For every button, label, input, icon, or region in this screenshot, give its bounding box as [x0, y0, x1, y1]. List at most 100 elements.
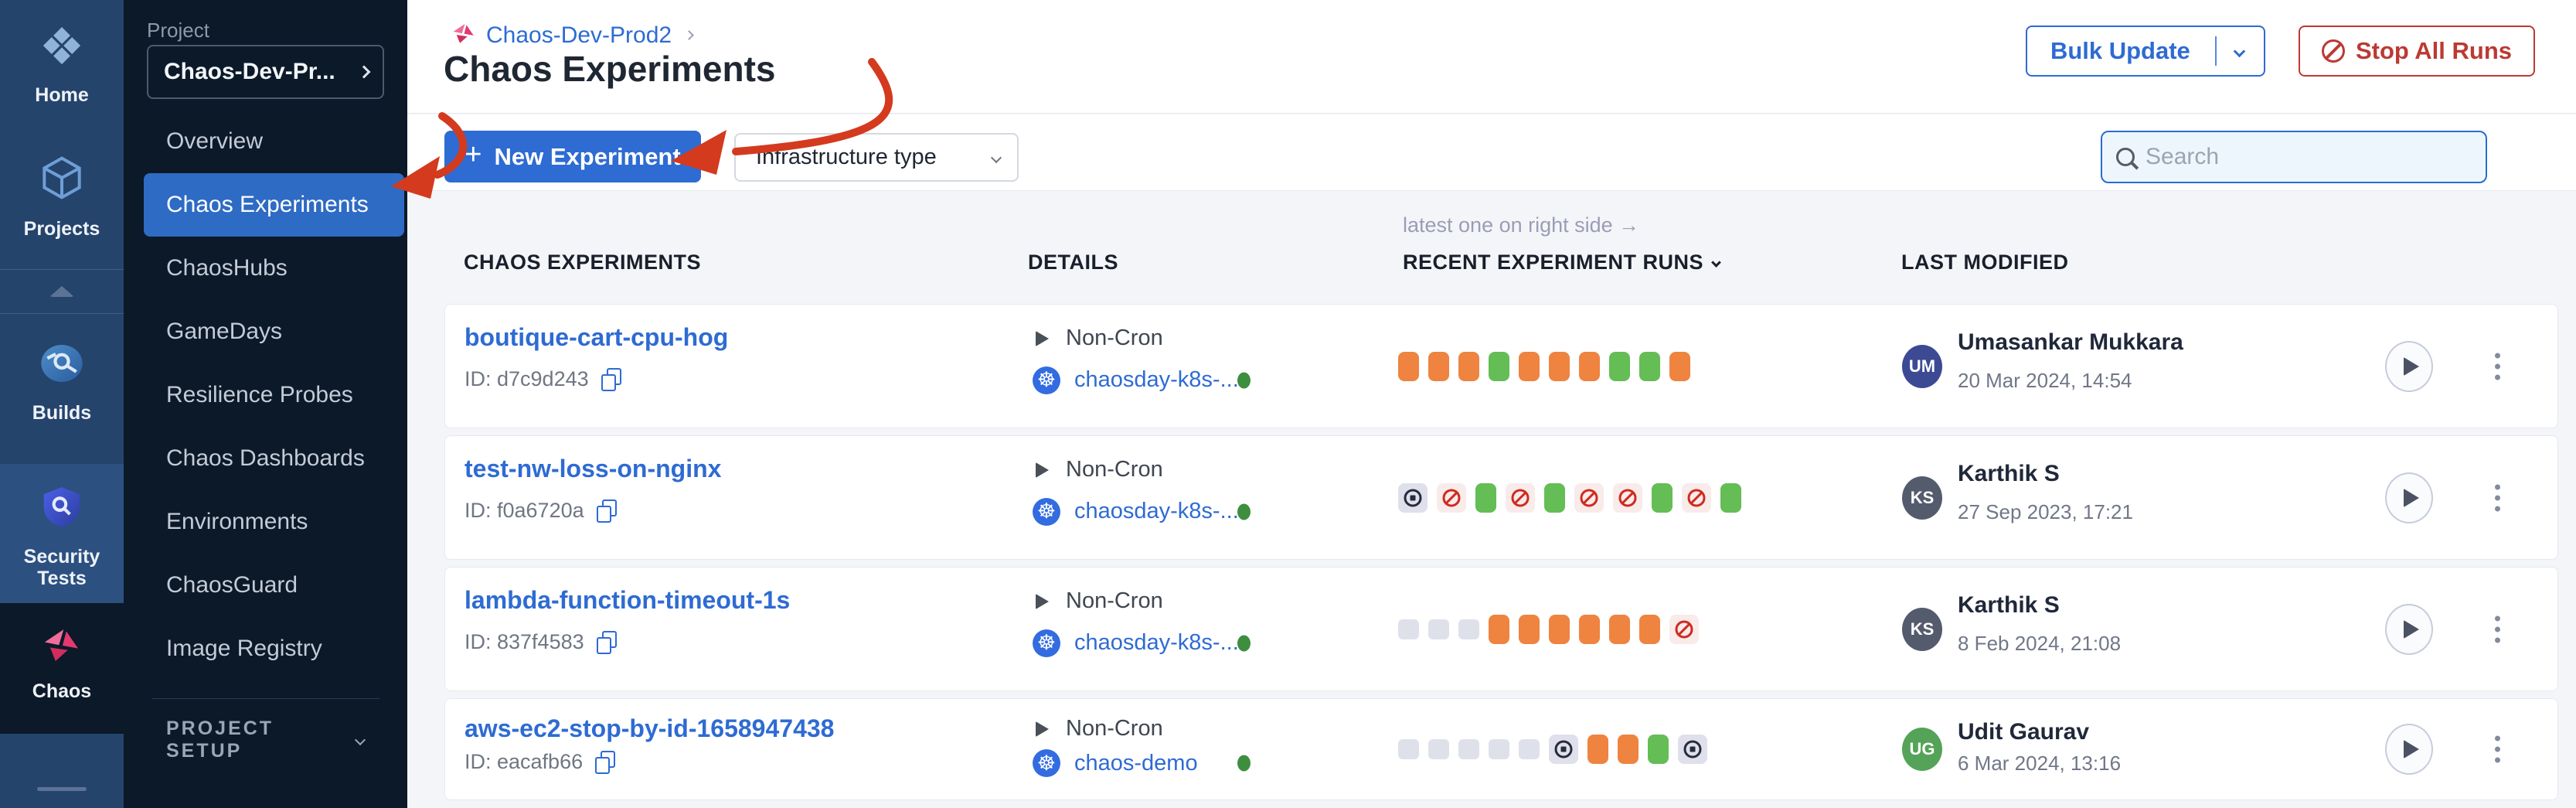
main-area: Chaos-Dev-Prod2 Chaos Experiments Bulk U… [407, 0, 2576, 808]
copy-id-icon[interactable] [596, 630, 617, 654]
recent-runs-strip [1398, 568, 1699, 690]
run-block-green[interactable] [1639, 351, 1660, 381]
experiment-row: lambda-function-timeout-1s ID: 837f4583 … [444, 567, 2558, 691]
run-block-orange[interactable] [1428, 351, 1449, 381]
infrastructure-link[interactable]: chaosday-k8s-... [1074, 630, 1239, 655]
sidebar-item-chaos-dashboards[interactable]: Chaos Dashboards [166, 445, 365, 471]
infra-status-dot [1237, 503, 1251, 520]
copy-id-icon[interactable] [595, 750, 616, 774]
project-setup-toggle[interactable]: PROJECT SETUP [124, 718, 407, 762]
bulk-update-button[interactable]: Bulk Update [2025, 26, 2265, 77]
no-entry-icon [2321, 39, 2345, 63]
chaos-pinwheel-icon [39, 623, 84, 670]
run-block-green[interactable] [1489, 351, 1509, 381]
copy-id-icon[interactable] [596, 499, 617, 523]
search-box [2101, 131, 2487, 183]
infrastructure-link[interactable]: chaosday-k8s-... [1074, 367, 1239, 392]
row-menu-kebab[interactable] [2490, 479, 2505, 516]
sidebar-item-image-registry[interactable]: Image Registry [166, 636, 322, 661]
experiment-name-link[interactable]: test-nw-loss-on-nginx [464, 454, 722, 482]
rail-item-security-tests[interactable]: Security Tests [0, 464, 124, 615]
run-block-stopped[interactable] [1398, 482, 1428, 513]
run-experiment-button[interactable] [2385, 724, 2433, 775]
run-block-orange[interactable] [1579, 351, 1600, 381]
run-block-orange[interactable] [1458, 351, 1479, 381]
sidebar-item-gamedays[interactable]: GameDays [166, 319, 283, 344]
run-experiment-button[interactable] [2385, 340, 2433, 392]
experiment-name-link[interactable]: boutique-cart-cpu-hog [464, 322, 729, 351]
run-block-stopped[interactable] [1549, 735, 1578, 764]
infrastructure-link[interactable]: chaosday-k8s-... [1074, 499, 1239, 523]
rail-item-home[interactable]: ❖ Home [0, 20, 124, 107]
sidebar-divider [151, 698, 379, 699]
copy-id-icon[interactable] [601, 367, 621, 391]
sidebar-item-chaosguard[interactable]: ChaosGuard [166, 572, 298, 598]
rail-label-builds: Builds [32, 402, 92, 424]
project-selector[interactable]: Chaos-Dev-Pr... [147, 45, 384, 99]
experiment-name-link[interactable]: aws-ec2-stop-by-id-1658947438 [464, 714, 835, 742]
run-block-failed[interactable] [1682, 482, 1711, 513]
run-block-orange[interactable] [1549, 351, 1570, 381]
sidebar-item-overview[interactable]: Overview [166, 128, 264, 154]
run-block-orange[interactable] [1489, 614, 1509, 644]
experiment-row: boutique-cart-cpu-hog ID: d7c9d243 Non-C… [444, 304, 2558, 428]
rail-resize-handle[interactable] [37, 787, 87, 791]
rail-label-chaos: Chaos [32, 680, 92, 702]
experiments-table: latest one on right side → CHAOS EXPERIM… [407, 192, 2576, 808]
run-block-green[interactable] [1720, 482, 1741, 513]
infra-status-dot [1237, 372, 1251, 388]
run-block-orange[interactable] [1618, 735, 1638, 764]
run-block-orange[interactable] [1519, 614, 1540, 644]
run-block-green[interactable] [1652, 482, 1673, 513]
run-block-orange[interactable] [1609, 614, 1630, 644]
run-block-green[interactable] [1609, 351, 1630, 381]
sidebar-item-resilience-probes[interactable]: Resilience Probes [166, 382, 353, 407]
run-block-orange[interactable] [1549, 614, 1570, 644]
run-block-green[interactable] [1475, 482, 1496, 513]
breadcrumb-project-link[interactable]: Chaos-Dev-Prod2 [486, 22, 672, 48]
row-menu-kebab[interactable] [2490, 731, 2505, 768]
schedule-type: Non-Cron [1066, 326, 1163, 351]
rail-item-builds[interactable]: Builds [0, 339, 124, 424]
stop-all-runs-button[interactable]: Stop All Runs [2298, 26, 2535, 77]
row-menu-kebab[interactable] [2490, 611, 2505, 647]
infrastructure-link[interactable]: chaos-demo [1074, 750, 1198, 776]
sidebar-item-chaos-experiments[interactable]: Chaos Experiments [144, 173, 404, 237]
column-header-recent-runs[interactable]: RECENT EXPERIMENT RUNS [1403, 251, 1721, 274]
run-block-orange[interactable] [1579, 614, 1600, 644]
breadcrumb: Chaos-Dev-Prod2 [451, 20, 694, 50]
run-block-green[interactable] [1648, 735, 1669, 764]
project-sidebar: Project Chaos-Dev-Pr... Overview Chaos Ex… [124, 0, 407, 808]
new-experiment-label: New Experiment [494, 142, 681, 170]
experiment-name-link[interactable]: lambda-function-timeout-1s [464, 585, 791, 614]
run-block-empty [1458, 619, 1479, 639]
run-block-failed[interactable] [1669, 614, 1699, 644]
rail-item-projects[interactable]: Projects [0, 152, 124, 240]
run-block-failed[interactable] [1574, 482, 1604, 513]
run-block-empty [1428, 739, 1449, 759]
run-block-orange[interactable] [1587, 735, 1608, 764]
kubernetes-icon [1033, 749, 1060, 777]
sidebar-item-chaoshubs[interactable]: ChaosHubs [166, 255, 288, 281]
rail-collapse-button[interactable] [0, 269, 124, 314]
run-block-orange[interactable] [1398, 351, 1419, 381]
row-menu-kebab[interactable] [2490, 348, 2505, 384]
rail-item-chaos[interactable]: Chaos [0, 603, 124, 734]
new-experiment-button[interactable]: + New Experiment [444, 131, 701, 182]
run-block-failed[interactable] [1613, 482, 1642, 513]
run-block-stopped[interactable] [1678, 735, 1707, 764]
search-input[interactable] [2146, 144, 2472, 170]
run-block-orange[interactable] [1519, 351, 1540, 381]
run-block-failed[interactable] [1506, 482, 1535, 513]
run-block-orange[interactable] [1669, 351, 1690, 381]
rail-label-home: Home [35, 84, 89, 106]
experiment-row: aws-ec2-stop-by-id-1658947438 ID: eacafb… [444, 698, 2558, 800]
chevron-down-icon[interactable] [2233, 45, 2246, 57]
sidebar-item-environments[interactable]: Environments [166, 509, 308, 534]
run-experiment-button[interactable] [2385, 603, 2433, 655]
run-experiment-button[interactable] [2385, 472, 2433, 523]
infrastructure-type-select[interactable]: Infrastructure type [734, 133, 1019, 182]
run-block-orange[interactable] [1639, 614, 1660, 644]
run-block-failed[interactable] [1437, 482, 1466, 513]
run-block-green[interactable] [1544, 482, 1565, 513]
